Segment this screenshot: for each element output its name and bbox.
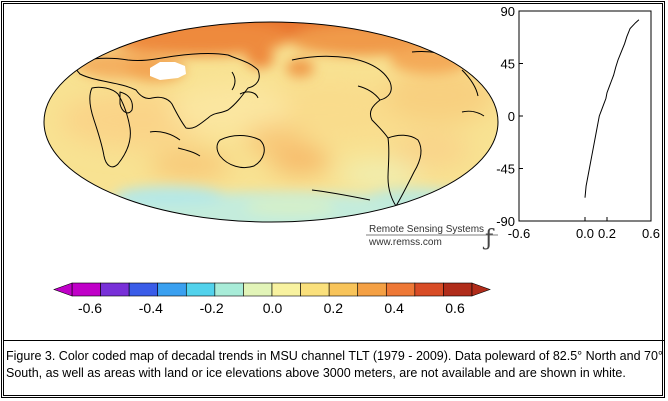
colorbar-segment [243, 282, 273, 297]
colorbar-tick-label: 0.2 [324, 300, 344, 316]
colorbar-tick-label: -0.6 [78, 300, 102, 316]
profile-y-axis: 90 45 0 -45 -90 [496, 4, 523, 229]
colorbar-segment [414, 282, 444, 297]
trend-map: Remote Sensing Systems www.remss.com ƒ [43, 21, 499, 251]
y-tick-label: -45 [496, 162, 515, 177]
colorbar-segment [271, 282, 301, 297]
figure-caption: Figure 3. Color coded map of decadal tre… [6, 349, 663, 380]
coastlines [74, 51, 485, 207]
profile-plot-area [518, 10, 652, 222]
caption-divider [4, 340, 664, 341]
credit-org-text: Remote Sensing Systems [369, 224, 484, 235]
colorbar-tick-label: 0.0 [263, 300, 283, 316]
y-tick-label: 90 [501, 4, 515, 19]
colorbar-segment [71, 282, 101, 297]
credit-url-text: www.remss.com [368, 237, 442, 248]
colorbar-segment [214, 282, 244, 297]
colorbar-tick-label: 0.4 [384, 300, 404, 316]
colorbar-high-arrow [471, 282, 491, 297]
x-tick-label: -0.6 [508, 226, 530, 241]
colorbar-tick-label: 0.6 [445, 300, 465, 316]
colorbar: -0.6 -0.4 -0.2 0.0 0.2 0.4 0.6 [53, 282, 491, 316]
figure-inner-frame [3, 3, 663, 396]
colorbar-segment [157, 282, 187, 297]
y-tick-label: 0 [508, 109, 515, 124]
colorbar-segment [443, 282, 473, 297]
map-outline [43, 21, 499, 223]
colorbar-segment [385, 282, 416, 297]
colorbar-tick-label: -0.2 [200, 300, 224, 316]
profile-series-line [584, 19, 640, 198]
rss-logo: ƒ [482, 226, 495, 251]
colorbar-tick-label: -0.4 [139, 300, 163, 316]
colorbar-segment [185, 282, 216, 297]
colorbar-segment [100, 282, 130, 297]
x-tick-label: 0.0 [576, 226, 594, 241]
y-tick-label: -90 [496, 214, 515, 229]
colorbar-segment [328, 282, 359, 297]
y-tick-label: 45 [501, 57, 515, 72]
x-tick-label: 0.2 [598, 226, 616, 241]
x-tick-label: 0.6 [642, 226, 660, 241]
trend-map-field [44, 22, 498, 222]
colorbar-segment [300, 282, 330, 297]
colorbar-segment [128, 282, 159, 297]
colorbar-low-arrow [53, 282, 73, 297]
profile-x-axis: -0.6 0.0 0.2 0.6 [508, 217, 660, 241]
colorbar-segment [357, 282, 387, 297]
zonal-mean-profile-chart: 90 45 0 -45 -90 -0.6 0.0 0.2 0.6 [496, 4, 660, 241]
